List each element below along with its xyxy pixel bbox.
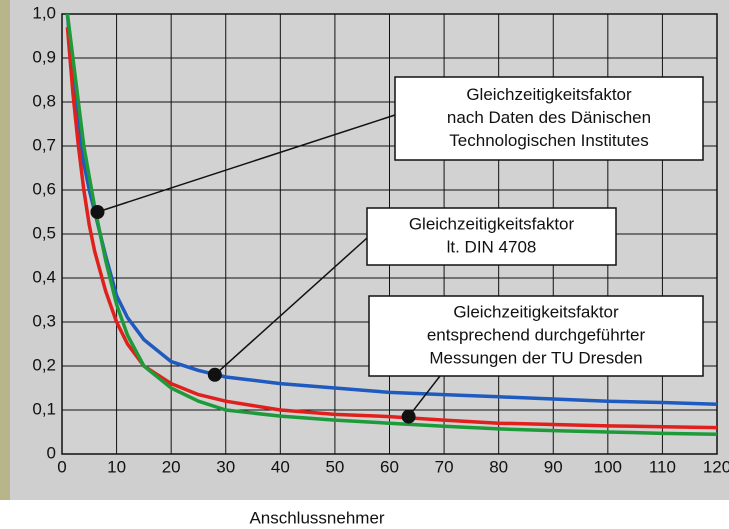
y-tick-label: 0,6 bbox=[32, 179, 56, 198]
callout-box bbox=[366, 207, 617, 266]
photo-strip bbox=[0, 0, 12, 500]
callout-line bbox=[214, 237, 368, 376]
x-tick-label: 40 bbox=[271, 457, 290, 476]
data-line bbox=[65, 27, 718, 430]
y-tick-label: 0,9 bbox=[32, 47, 56, 66]
callout-text: Technologischen Institutes bbox=[449, 131, 648, 150]
y-tick-label: 0,8 bbox=[32, 91, 56, 110]
callout-text: Gleichzeitigkeitsfaktor bbox=[453, 302, 619, 321]
callout-text: lt. DIN 4708 bbox=[447, 237, 537, 256]
callout-dot bbox=[90, 205, 105, 219]
x-tick-label: 70 bbox=[435, 457, 454, 476]
x-tick-label: 20 bbox=[162, 457, 181, 476]
data-line bbox=[65, 13, 718, 407]
plot-frame bbox=[61, 13, 718, 455]
callout-box bbox=[394, 76, 704, 161]
callout-box bbox=[368, 295, 704, 377]
x-tick-label: 10 bbox=[107, 457, 126, 476]
y-tick-label: 1,0 bbox=[32, 3, 56, 22]
callout-dot bbox=[401, 409, 416, 424]
y-tick-label: 0,7 bbox=[32, 135, 56, 154]
x-tick-label: 120 bbox=[703, 457, 729, 476]
x-tick-label: 50 bbox=[325, 457, 344, 476]
x-tick-label: 110 bbox=[649, 457, 676, 476]
callout-line bbox=[408, 375, 441, 418]
y-tick-label: 0 bbox=[47, 443, 56, 462]
x-tick-label: 60 bbox=[380, 457, 399, 476]
x-tick-label: 80 bbox=[489, 457, 508, 476]
callout-dot bbox=[207, 367, 222, 382]
x-tick-label: 100 bbox=[594, 457, 622, 476]
callout-text: Gleichzeitigkeitsfaktor bbox=[466, 85, 632, 104]
y-tick-label: 0,2 bbox=[32, 355, 56, 374]
callout-text: entsprechend durchgeführter bbox=[427, 325, 646, 344]
y-tick-label: 0,5 bbox=[32, 223, 56, 242]
y-tick-label: 0,4 bbox=[32, 267, 56, 286]
x-tick-label: 0 bbox=[57, 457, 66, 476]
y-tick-label: 0,1 bbox=[32, 399, 56, 418]
x-tick-label: 30 bbox=[216, 457, 235, 476]
callout-text: Messungen der TU Dresden bbox=[429, 348, 642, 367]
callout-text: nach Daten des Dänischen bbox=[447, 108, 651, 127]
data-line bbox=[65, 13, 718, 436]
y-tick-label: 0,3 bbox=[32, 311, 56, 330]
callout-text: Gleichzeitigkeitsfaktor bbox=[409, 214, 575, 233]
x-axis-label: Anschlussnehmer bbox=[249, 508, 384, 527]
x-tick-label: 90 bbox=[544, 457, 563, 476]
callout-line bbox=[97, 114, 396, 213]
